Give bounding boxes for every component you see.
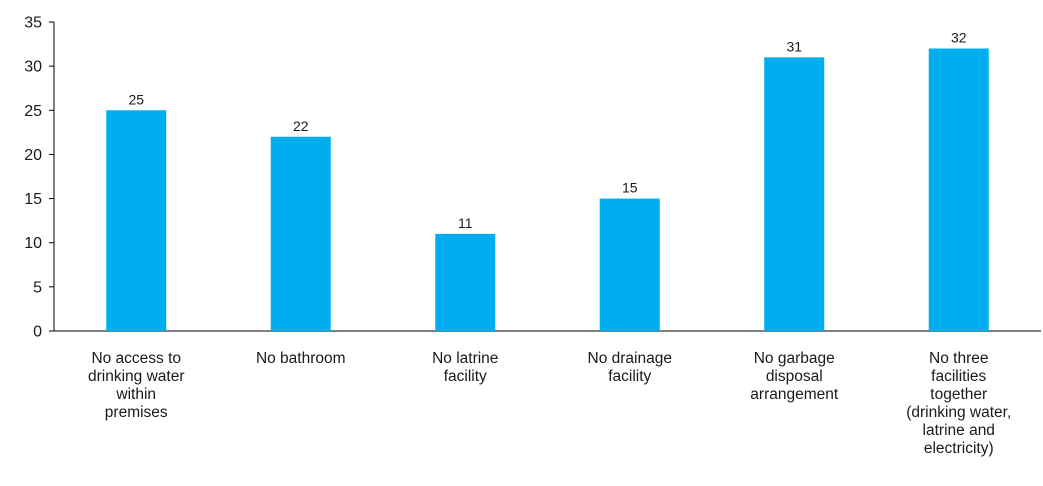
y-tick-label: 25 <box>24 103 42 120</box>
y-tick-label: 0 <box>33 324 42 341</box>
y-axis: 0 5 10 15 20 25 30 35 <box>24 15 55 341</box>
y-tick-label: 20 <box>24 147 42 164</box>
category-label: No bathroom <box>256 350 346 367</box>
bar <box>764 57 825 332</box>
y-tick-label: 35 <box>24 15 42 32</box>
bar <box>270 136 331 331</box>
y-tick-label: 30 <box>24 59 42 76</box>
category-label: No drainage facility <box>588 350 672 385</box>
category-label: No garbage disposal arrangement <box>750 350 839 403</box>
y-tick-label: 15 <box>24 191 42 208</box>
bar <box>928 48 989 331</box>
y-tick-label: 5 <box>33 279 42 296</box>
bar <box>435 233 496 331</box>
bar <box>106 110 167 332</box>
data-label: 11 <box>458 215 473 231</box>
data-label: 25 <box>128 91 144 107</box>
category-label: No access to drinking water within premises <box>88 350 185 421</box>
category-label: No latrine facility <box>432 350 498 385</box>
category-label: No three facilities together (drinking wate… <box>906 350 1011 457</box>
data-label: 22 <box>293 118 309 134</box>
category-labels: No access to drinking water within premises… <box>88 350 1011 457</box>
bar <box>599 198 660 331</box>
data-label: 15 <box>622 180 638 196</box>
data-label: 32 <box>951 29 967 45</box>
bars <box>106 48 989 332</box>
data-labels: 25 22 11 15 31 32 <box>128 29 966 230</box>
y-tick-label: 10 <box>24 235 42 252</box>
data-label: 31 <box>786 38 802 54</box>
